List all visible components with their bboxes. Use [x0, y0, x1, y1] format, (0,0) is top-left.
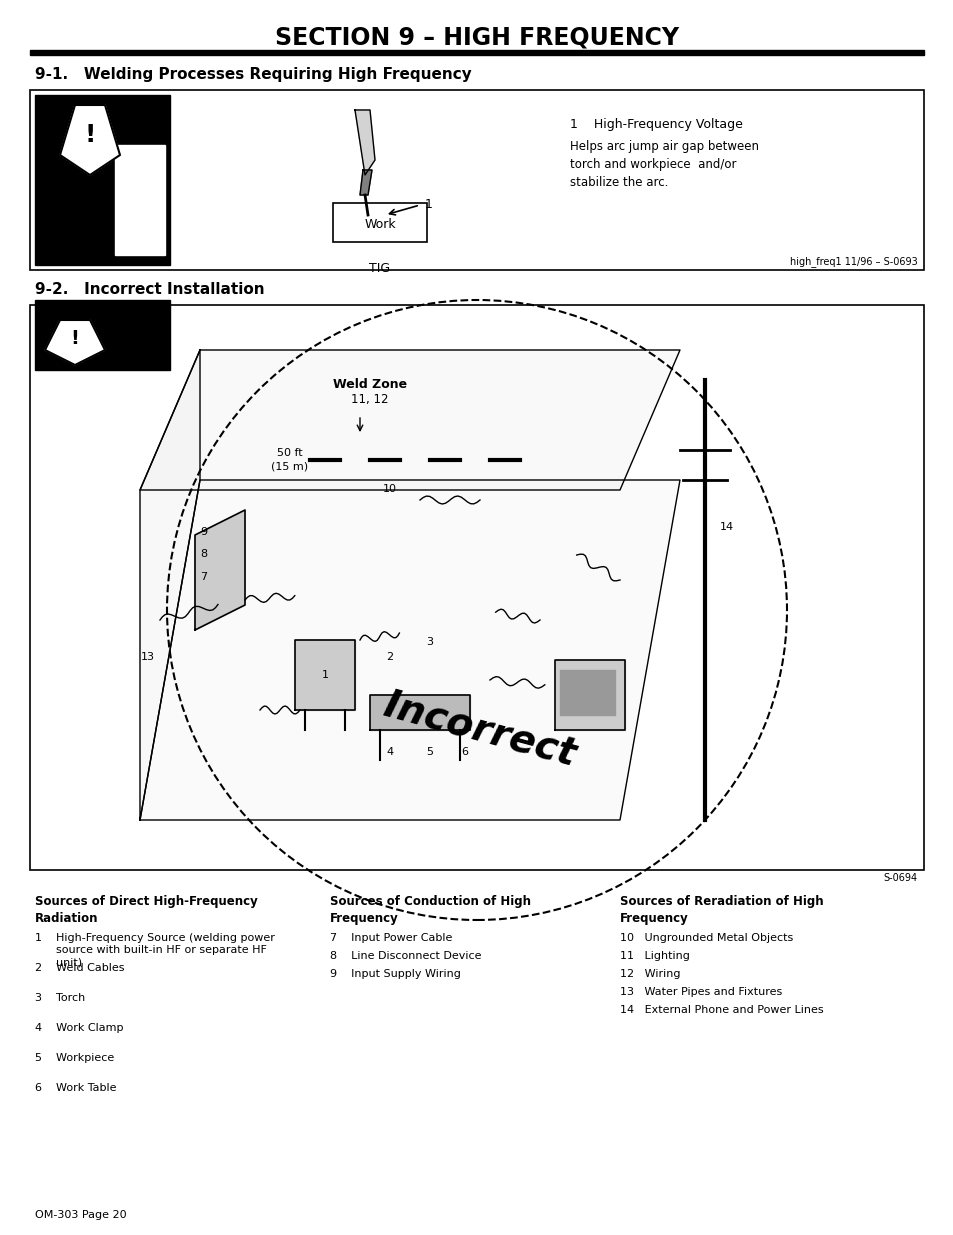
Text: 2    Weld Cables: 2 Weld Cables [35, 963, 125, 973]
Text: 2: 2 [386, 652, 394, 662]
Polygon shape [370, 695, 470, 730]
Bar [559, 671, 615, 715]
Polygon shape [294, 640, 355, 710]
Text: 1: 1 [321, 671, 328, 680]
Text: 11, 12: 11, 12 [351, 394, 388, 406]
Text: !: ! [84, 124, 95, 147]
FancyBboxPatch shape [333, 203, 427, 242]
Bar [30, 49, 923, 56]
Text: 12   Wiring: 12 Wiring [619, 969, 679, 979]
Text: 4    Work Clamp: 4 Work Clamp [35, 1023, 123, 1032]
Text: 9-2.   Incorrect Installation: 9-2. Incorrect Installation [35, 283, 264, 298]
Text: Sources of Reradiation of High
Frequency: Sources of Reradiation of High Frequency [619, 895, 822, 925]
Text: Incorrect: Incorrect [379, 685, 580, 774]
Text: high_freq1 11/96 – S-0693: high_freq1 11/96 – S-0693 [789, 257, 917, 268]
Text: 50 ft
(15 m): 50 ft (15 m) [272, 448, 308, 472]
Text: 1    High-Frequency Voltage: 1 High-Frequency Voltage [569, 119, 742, 131]
Text: 1: 1 [424, 199, 433, 211]
Text: OM-303 Page 20: OM-303 Page 20 [35, 1210, 127, 1220]
Text: 9: 9 [200, 527, 207, 537]
Text: 7: 7 [200, 572, 207, 582]
Text: Work: Work [364, 219, 395, 231]
Text: 14: 14 [720, 522, 734, 532]
Text: SECTION 9 – HIGH FREQUENCY: SECTION 9 – HIGH FREQUENCY [274, 26, 679, 49]
Text: 3: 3 [426, 637, 433, 647]
Text: !: ! [71, 329, 79, 347]
Bar [35, 300, 170, 370]
Text: Weld Zone: Weld Zone [333, 378, 407, 391]
Text: 9-1.   Welding Processes Requiring High Frequency: 9-1. Welding Processes Requiring High Fr… [35, 68, 471, 83]
Text: Sources of Direct High-Frequency
Radiation: Sources of Direct High-Frequency Radiati… [35, 895, 257, 925]
Text: 11   Lighting: 11 Lighting [619, 951, 689, 961]
Polygon shape [355, 110, 375, 175]
Text: 8    Line Disconnect Device: 8 Line Disconnect Device [330, 951, 481, 961]
Text: 10   Ungrounded Metal Objects: 10 Ungrounded Metal Objects [619, 932, 792, 944]
Bar [35, 95, 170, 266]
Text: 4: 4 [386, 747, 394, 757]
Text: 9    Input Supply Wiring: 9 Input Supply Wiring [330, 969, 460, 979]
Text: 8: 8 [200, 550, 207, 559]
Text: 13: 13 [141, 652, 154, 662]
Polygon shape [140, 480, 679, 820]
FancyBboxPatch shape [30, 305, 923, 869]
Polygon shape [194, 510, 245, 630]
Text: 3    Torch: 3 Torch [35, 993, 85, 1003]
Text: 6    Work Table: 6 Work Table [35, 1083, 116, 1093]
Text: TIG: TIG [369, 262, 390, 274]
Text: 7    Input Power Cable: 7 Input Power Cable [330, 932, 452, 944]
Polygon shape [140, 350, 679, 490]
Text: 5    Workpiece: 5 Workpiece [35, 1053, 114, 1063]
Text: 6: 6 [461, 747, 468, 757]
Text: Helps arc jump air gap between
torch and workpiece  and/or
stabilize the arc.: Helps arc jump air gap between torch and… [569, 140, 759, 189]
FancyBboxPatch shape [115, 144, 165, 254]
Text: 13   Water Pipes and Fixtures: 13 Water Pipes and Fixtures [619, 987, 781, 997]
Polygon shape [359, 170, 372, 195]
Polygon shape [45, 320, 105, 366]
FancyBboxPatch shape [30, 90, 923, 270]
Polygon shape [60, 105, 120, 175]
Text: 5: 5 [426, 747, 433, 757]
Polygon shape [140, 350, 200, 820]
Text: 14   External Phone and Power Lines: 14 External Phone and Power Lines [619, 1005, 822, 1015]
Text: S-0694: S-0694 [882, 873, 917, 883]
Text: 10: 10 [382, 484, 396, 494]
Text: 1    High-Frequency Source (welding power
      source with built-in HF or separ: 1 High-Frequency Source (welding power s… [35, 932, 274, 968]
Polygon shape [555, 659, 624, 730]
Text: Sources of Conduction of High
Frequency: Sources of Conduction of High Frequency [330, 895, 531, 925]
